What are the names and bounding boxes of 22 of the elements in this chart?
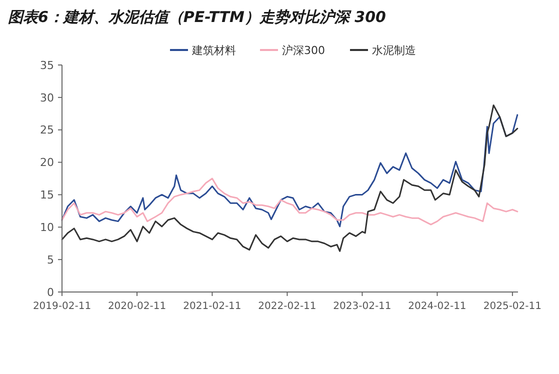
legend-label: 水泥制造 <box>372 44 416 57</box>
x-tick-label: 2020-02-11 <box>108 301 166 312</box>
line-series <box>61 178 518 226</box>
chart-title: 图表6：建材、水泥估值（PE-TTM）走势对比沪深 300 <box>8 8 386 26</box>
y-tick-label: 30 <box>40 91 54 104</box>
y-tick-label: 0 <box>47 286 54 299</box>
x-tick-label: 2019-02-11 <box>32 301 92 312</box>
y-tick-label: 15 <box>40 188 54 202</box>
x-tick-label: 2021-02-11 <box>183 301 242 312</box>
y-tick-label: 35 <box>40 58 54 72</box>
y-tick-label: 20 <box>40 156 54 170</box>
y-tick-label: 25 <box>40 124 54 137</box>
y-tick-label: 5 <box>47 253 54 266</box>
line-series <box>61 114 518 228</box>
x-tick-label: 2022-02-11 <box>258 301 316 312</box>
x-tick-label: 2024-02-11 <box>408 301 466 312</box>
x-tick-label: 2023-02-11 <box>333 301 392 312</box>
x-tick-label: 2025-02-11 <box>483 301 542 312</box>
legend-label: 建筑材料 <box>191 44 236 57</box>
y-tick-label: 10 <box>40 220 54 234</box>
line-series <box>61 104 518 252</box>
legend-label: 沪深300 <box>282 44 325 57</box>
